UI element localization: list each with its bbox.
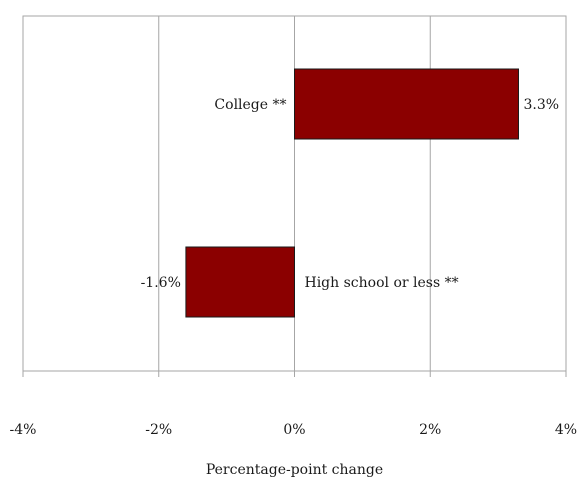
x-tick-label: -4% [10, 422, 37, 438]
x-tick-label: 2% [419, 422, 441, 438]
bar [185, 246, 295, 318]
x-tick-label: 4% [555, 422, 577, 438]
value-label: -1.6% [141, 275, 181, 291]
x-tick-label: 0% [283, 422, 305, 438]
category-label: College ** [214, 97, 286, 113]
x-tick-label: -2% [145, 422, 172, 438]
value-label: 3.3% [523, 97, 559, 113]
x-axis-title: Percentage-point change [206, 462, 383, 478]
x-axis: -4% -2% 0% 2% 4% [10, 370, 577, 438]
category-label: High school or less ** [305, 275, 459, 291]
bar [294, 68, 519, 140]
bars [185, 68, 519, 318]
bar-labels: 3.3% College ** -1.6% High school or less *… [141, 97, 559, 291]
